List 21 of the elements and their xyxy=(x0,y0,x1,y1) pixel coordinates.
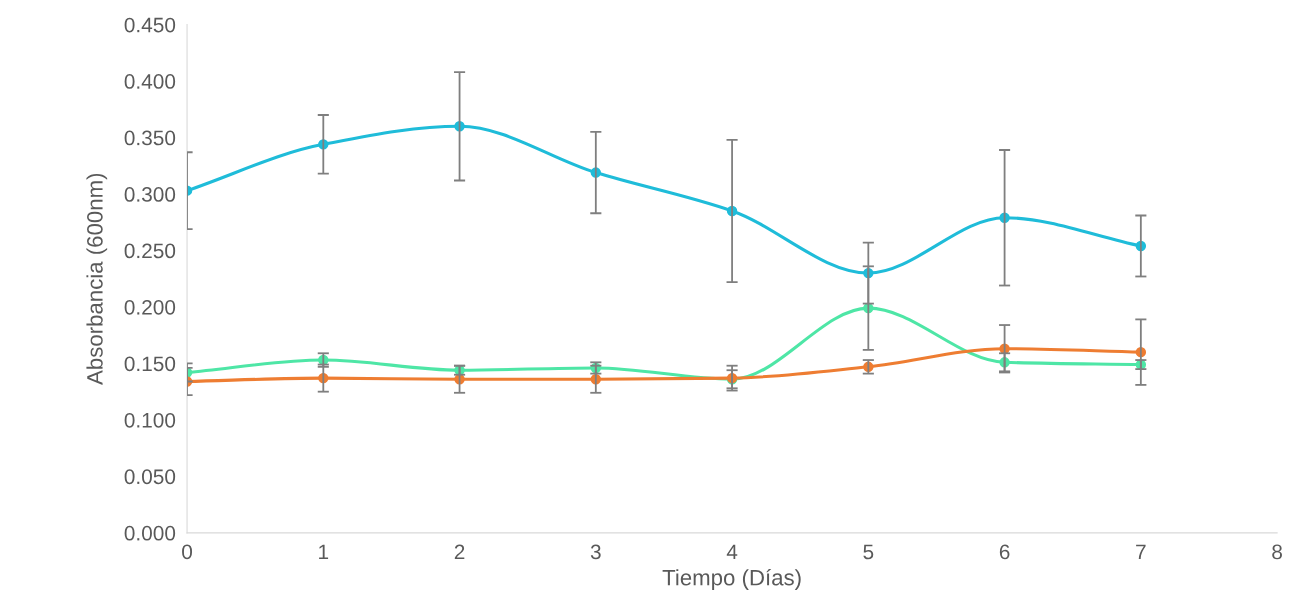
x-tick-label: 0 xyxy=(182,544,193,560)
x-tick-label: 1 xyxy=(319,544,329,560)
x-tick-label: 4 xyxy=(726,544,738,560)
x-tick-label: 8 xyxy=(1272,544,1282,560)
x-tick-label: 2 xyxy=(454,544,465,560)
x-tick-label: 6 xyxy=(999,544,1010,560)
y-axis-title: Absorbancia (600nm) xyxy=(86,173,108,385)
y-tick-label: 0.150 xyxy=(124,356,176,372)
y-tick-label: 0.000 xyxy=(124,525,176,541)
x-tick-label: 7 xyxy=(1136,544,1146,560)
y-tick-label: 0.400 xyxy=(124,74,176,89)
y-tick-label: 0.100 xyxy=(124,412,176,428)
x-tick-label: 3 xyxy=(590,544,601,560)
x-tick-label: 5 xyxy=(863,544,874,560)
y-tick-label: 0.050 xyxy=(124,469,176,485)
x-axis-title: Tiempo (Días) xyxy=(662,568,801,590)
y-tick-label: 0.250 xyxy=(124,243,176,259)
y-tick-label: 0.300 xyxy=(124,187,176,202)
y-tick-label: 0.350 xyxy=(124,130,176,146)
y-tick-label: 0.450 xyxy=(124,17,176,33)
y-tick-label: 0.200 xyxy=(124,299,176,315)
